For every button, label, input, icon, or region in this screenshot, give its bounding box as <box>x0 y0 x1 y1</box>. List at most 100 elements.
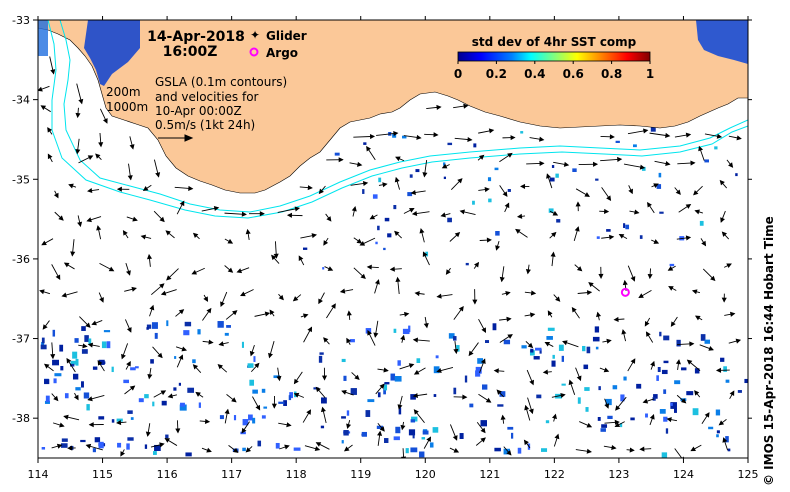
velocity-arrow <box>351 206 357 217</box>
velocity-arrow <box>38 85 50 92</box>
velocity-arrow <box>394 176 401 190</box>
velocity-arrow <box>120 449 126 457</box>
velocity-arrow <box>175 346 188 352</box>
velocity-arrow <box>293 371 303 385</box>
velocity-arrow <box>449 231 461 242</box>
velocity-arrow <box>445 267 451 275</box>
velocity-arrow <box>318 292 325 305</box>
velocity-arrow <box>546 173 553 189</box>
velocity-arrow <box>403 134 422 140</box>
argo-symbol-icon <box>249 47 259 57</box>
glider-legend-label: Glider <box>266 29 307 43</box>
velocity-arrow <box>166 268 179 281</box>
velocity-arrow <box>63 262 75 270</box>
velocity-arrow <box>495 240 501 251</box>
velocity-arrow <box>376 130 399 137</box>
colorbar <box>457 51 651 62</box>
x-tick-label: 125 <box>738 468 759 481</box>
velocity-arrow <box>553 433 560 447</box>
velocity-arrow <box>654 160 671 166</box>
velocity-arrow <box>629 209 640 215</box>
velocity-arrow <box>324 266 334 271</box>
velocity-arrow <box>378 182 388 188</box>
velocity-arrow <box>350 180 369 187</box>
y-tick-label: -33 <box>12 14 30 27</box>
velocity-arrow <box>729 390 735 400</box>
velocity-arrow <box>325 213 332 222</box>
velocity-arrow <box>218 341 229 347</box>
velocity-arrow <box>377 422 385 432</box>
velocity-arrows <box>38 56 742 458</box>
y-tick-label: -35 <box>12 173 30 186</box>
velocity-arrow <box>228 445 239 453</box>
velocity-arrow <box>651 239 660 244</box>
velocity-arrow <box>412 392 428 399</box>
velocity-arrow <box>668 286 677 291</box>
velocity-arrow <box>269 309 275 317</box>
velocity-arrow <box>399 311 410 317</box>
velocity-arrow <box>623 163 646 170</box>
velocity-arrow <box>399 363 415 370</box>
velocity-arrow <box>271 254 280 264</box>
velocity-arrow <box>268 341 275 359</box>
plot-frame <box>37 19 749 459</box>
velocity-arrow <box>346 337 351 345</box>
velocity-arrow <box>475 437 486 446</box>
velocity-arrow <box>304 445 321 452</box>
velocity-arrow <box>723 263 732 269</box>
velocity-arrow <box>51 264 61 281</box>
velocity-arrow <box>618 234 628 240</box>
velocity-arrow <box>478 318 487 333</box>
velocity-arrow <box>41 238 54 246</box>
contour-200m-label: 200m <box>106 85 141 99</box>
velocity-arrow <box>575 367 582 382</box>
velocity-arrow <box>676 394 687 404</box>
velocity-arrow <box>195 391 204 398</box>
velocity-arrow <box>477 154 485 161</box>
velocity-arrow <box>97 360 105 372</box>
velocity-arrow <box>588 282 600 292</box>
velocity-arrow <box>303 326 313 343</box>
velocity-arrow <box>639 446 652 452</box>
velocity-arrow <box>50 342 56 360</box>
velocity-arrow <box>542 369 552 375</box>
y-tick-label: -38 <box>12 412 30 425</box>
velocity-arrow <box>67 445 76 451</box>
velocity-arrow <box>87 187 100 194</box>
velocity-arrow <box>226 393 237 403</box>
velocity-arrow <box>191 267 205 275</box>
x-tick-label: 118 <box>286 468 307 481</box>
velocity-arrow <box>478 128 495 134</box>
velocity-arrow <box>647 268 653 280</box>
velocity-arrow <box>524 312 536 318</box>
velocity-arrow <box>468 342 479 357</box>
velocity-arrow <box>351 372 360 380</box>
velocity-arrow <box>40 105 51 113</box>
colorbar-tick-label: 1 <box>646 67 654 81</box>
velocity-arrow <box>375 383 385 395</box>
velocity-arrow <box>245 446 253 453</box>
sst-stddev-patches <box>40 126 748 458</box>
velocity-arrow <box>95 153 102 160</box>
velocity-arrow <box>414 291 425 297</box>
velocity-arrow <box>600 134 615 140</box>
velocity-arrow <box>367 330 376 346</box>
velocity-arrow <box>499 152 513 163</box>
velocity-arrow <box>201 205 220 212</box>
velocity-arrow <box>516 213 526 219</box>
glider-symbol-icon: ✦ <box>250 28 260 42</box>
x-tick-label: 123 <box>608 468 629 481</box>
velocity-arrow <box>323 237 329 246</box>
velocity-arrow <box>76 83 84 105</box>
velocity-arrow <box>440 212 451 218</box>
velocity-arrow <box>300 313 309 319</box>
velocity-arrow <box>236 267 250 274</box>
velocity-arrow <box>698 145 705 161</box>
velocity-arrow <box>366 264 379 270</box>
velocity-arrow <box>479 237 492 243</box>
velocity-arrow <box>353 267 366 280</box>
velocity-arrow <box>724 311 736 317</box>
velocity-arrow <box>176 200 185 215</box>
velocity-arrow <box>676 235 692 241</box>
velocity-arrow <box>675 359 681 371</box>
